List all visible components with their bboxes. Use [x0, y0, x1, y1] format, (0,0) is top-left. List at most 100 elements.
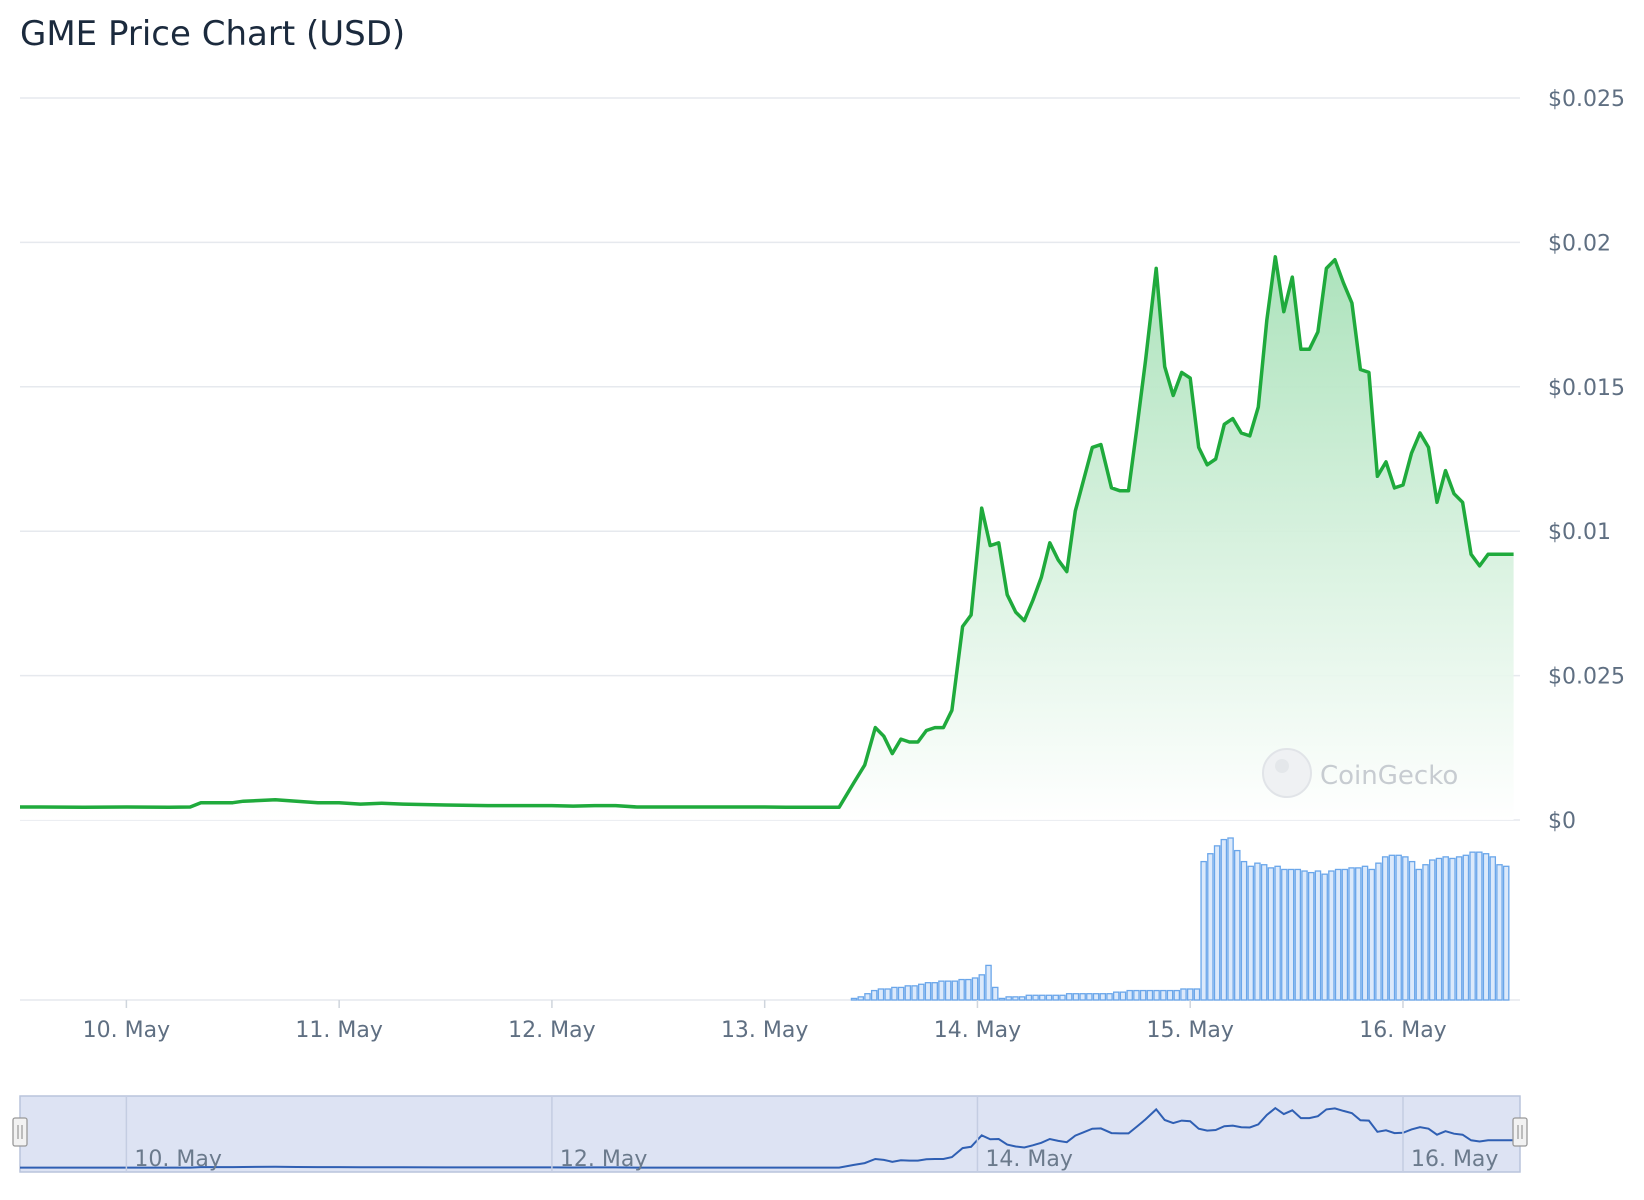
volume-bar[interactable] — [1092, 993, 1100, 1001]
volume-bar[interactable] — [1274, 865, 1281, 1001]
volume-bar[interactable] — [1139, 989, 1147, 1001]
volume-bar[interactable] — [1355, 867, 1362, 1001]
volume-bar[interactable] — [1227, 837, 1234, 1001]
volume-bar[interactable] — [1294, 868, 1302, 1001]
volume-bar[interactable] — [1476, 851, 1483, 1001]
volume-bar[interactable] — [1072, 993, 1080, 1001]
volume-bar[interactable] — [1025, 994, 1033, 1001]
volume-bar[interactable] — [924, 982, 932, 1001]
volume-bar[interactable] — [1375, 862, 1382, 1001]
volume-bar[interactable] — [1395, 854, 1402, 1001]
volume-bar[interactable] — [1489, 856, 1497, 1001]
navigator-handle-right[interactable] — [1512, 1117, 1528, 1147]
volume-bar[interactable] — [1220, 838, 1228, 1001]
volume-bar[interactable] — [1018, 996, 1026, 1001]
volume-bar[interactable] — [891, 986, 898, 1001]
volume-bar[interactable] — [938, 980, 945, 1001]
volume-bar[interactable] — [951, 980, 959, 1001]
volume-bar[interactable] — [1045, 994, 1053, 1001]
volume-bar[interactable] — [1260, 864, 1268, 1001]
volume-bar[interactable] — [1388, 854, 1396, 1001]
volume-bar[interactable] — [1301, 870, 1308, 1001]
volume-bar[interactable] — [1039, 994, 1046, 1001]
volume-bar[interactable] — [1065, 993, 1073, 1001]
volume-bar[interactable] — [965, 978, 972, 1001]
volume-bar[interactable] — [884, 988, 891, 1001]
volume-bar[interactable] — [1469, 851, 1476, 1001]
volume-bar[interactable] — [1307, 871, 1315, 1001]
volume-bar[interactable] — [971, 977, 979, 1001]
volume-bar[interactable] — [1173, 989, 1181, 1001]
volume-bar[interactable] — [864, 993, 871, 1001]
volume-bar[interactable] — [1321, 873, 1328, 1001]
volume-bar[interactable] — [1200, 860, 1207, 1001]
volume-bar[interactable] — [1462, 854, 1470, 1001]
volume-bar[interactable] — [850, 997, 858, 1001]
volume-bar[interactable] — [877, 988, 885, 1001]
volume-bar[interactable] — [1455, 856, 1463, 1001]
volume-bar[interactable] — [1099, 993, 1107, 1001]
volume-bar[interactable] — [978, 974, 986, 1001]
volume-bar[interactable] — [857, 996, 865, 1001]
volume-bar[interactable] — [1052, 994, 1060, 1001]
volume-bar[interactable] — [1348, 867, 1355, 1001]
volume-bar[interactable] — [1334, 868, 1342, 1001]
volume-bar[interactable] — [1502, 865, 1510, 1001]
volume-bar[interactable] — [985, 964, 992, 1001]
volume-bar[interactable] — [1442, 856, 1449, 1001]
volume-bar[interactable] — [1112, 991, 1120, 1001]
volume-bar[interactable] — [1435, 857, 1443, 1001]
volume-bar[interactable] — [1415, 868, 1423, 1001]
volume-bar[interactable] — [1287, 868, 1295, 1001]
volume-bar[interactable] — [1267, 867, 1275, 1001]
volume-bar[interactable] — [998, 997, 1006, 1001]
volume-bar[interactable] — [1428, 859, 1436, 1001]
volume-bar[interactable] — [944, 980, 952, 1001]
volume-bar[interactable] — [1106, 993, 1113, 1001]
volume-bar[interactable] — [931, 982, 938, 1001]
volume-bar[interactable] — [1119, 991, 1127, 1001]
volume-bar[interactable] — [1207, 853, 1214, 1001]
volume-bar[interactable] — [1496, 864, 1503, 1001]
volume-bar[interactable] — [918, 983, 925, 1001]
volume-bar[interactable] — [1408, 860, 1416, 1001]
volume-bar[interactable] — [1032, 994, 1039, 1001]
volume-bar[interactable] — [1328, 870, 1335, 1001]
volume-bar[interactable] — [1133, 989, 1140, 1001]
volume-bar[interactable] — [1126, 989, 1133, 1001]
volume-bar[interactable] — [1361, 865, 1369, 1001]
volume-bar[interactable] — [1314, 870, 1322, 1001]
volume-bar[interactable] — [1213, 845, 1221, 1001]
price-line[interactable] — [20, 255, 1514, 810]
volume-bar[interactable] — [1166, 989, 1174, 1001]
volume-bar[interactable] — [1254, 862, 1261, 1001]
volume-bar[interactable] — [1234, 849, 1241, 1001]
volume-bar[interactable] — [1402, 856, 1409, 1001]
volume-bar[interactable] — [1059, 994, 1066, 1001]
volume-bar[interactable] — [1005, 996, 1012, 1001]
volume-bar[interactable] — [958, 978, 965, 1001]
volume-bar[interactable] — [911, 985, 918, 1001]
volume-bar[interactable] — [1186, 988, 1194, 1001]
volume-bar[interactable] — [1247, 865, 1254, 1001]
volume-bar[interactable] — [1449, 857, 1456, 1001]
volume-bar[interactable] — [1180, 988, 1187, 1001]
volume-bar[interactable] — [1240, 860, 1248, 1001]
volume-bar[interactable] — [904, 985, 912, 1001]
navigator-window[interactable] — [19, 1095, 1521, 1173]
volume-bar[interactable] — [1422, 864, 1429, 1001]
volume-bar[interactable] — [1482, 853, 1490, 1001]
volume-bar[interactable] — [1086, 993, 1093, 1001]
volume-bar[interactable] — [1193, 988, 1201, 1001]
volume-bar[interactable] — [1341, 868, 1349, 1001]
volume-bar[interactable] — [1160, 989, 1167, 1001]
volume-bar[interactable] — [1381, 856, 1389, 1001]
volume-bar[interactable] — [1079, 993, 1086, 1001]
volume-bar[interactable] — [1281, 868, 1288, 1001]
volume-bar[interactable] — [1146, 989, 1154, 1001]
volume-bar[interactable] — [1153, 989, 1160, 1001]
volume-bar[interactable] — [991, 986, 999, 1001]
volume-bar[interactable] — [870, 989, 878, 1001]
volume-bar[interactable] — [1012, 996, 1019, 1001]
